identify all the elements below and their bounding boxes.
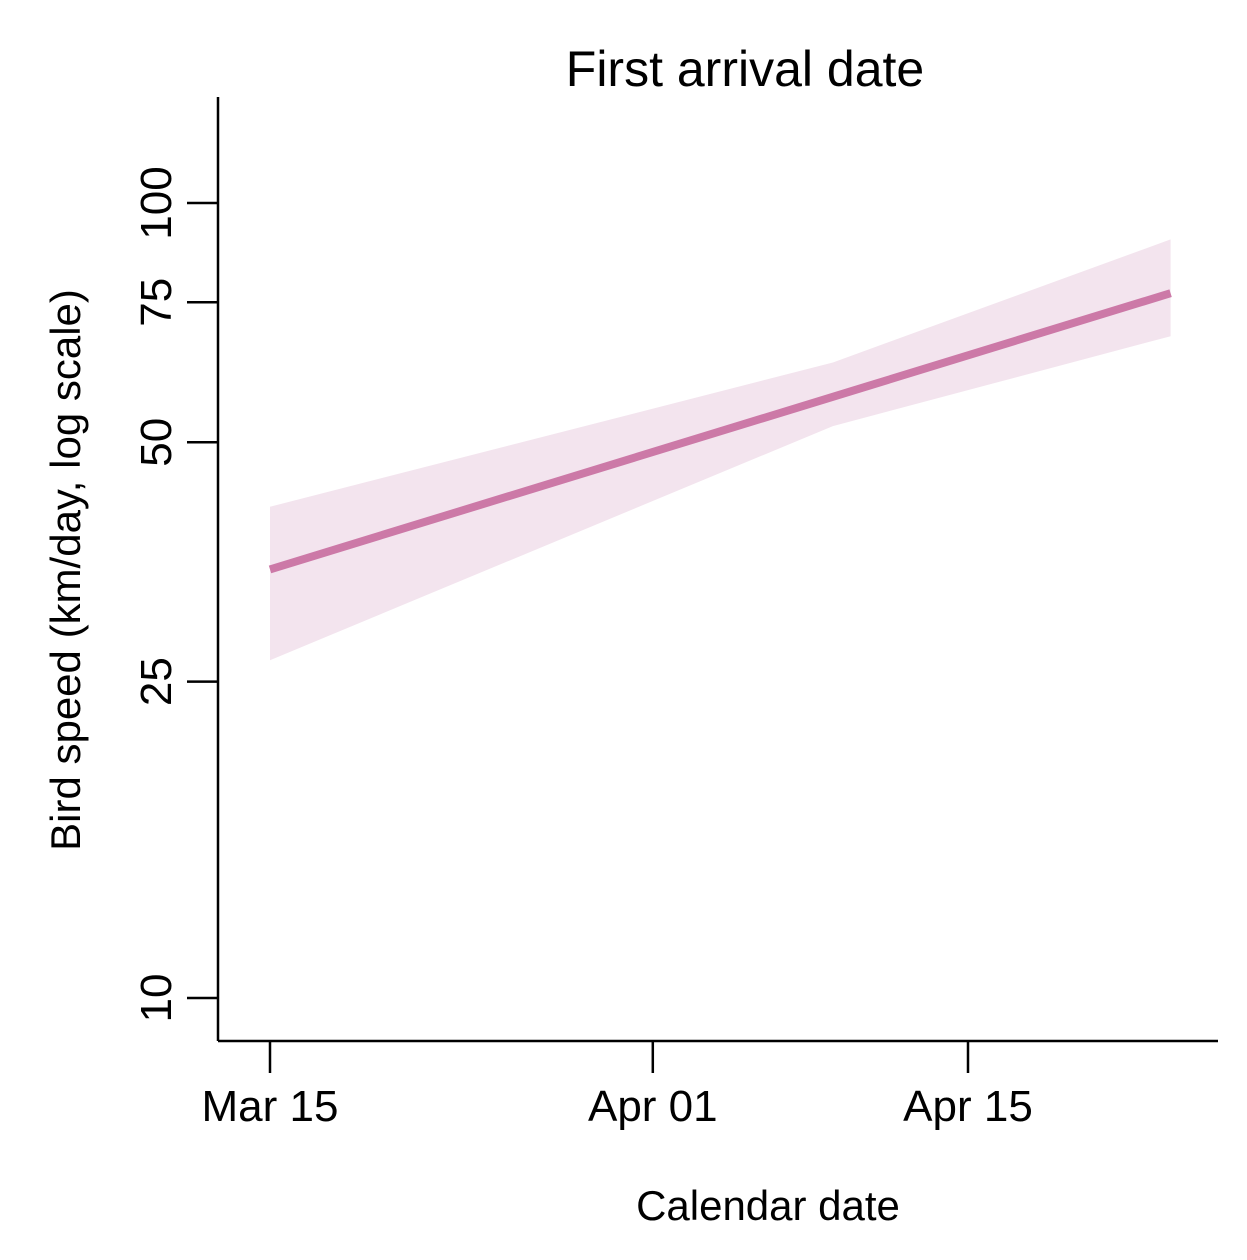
- chart-title: First arrival date: [566, 41, 924, 97]
- y-tick-label: 100: [132, 166, 181, 239]
- y-tick-label: 10: [132, 974, 181, 1023]
- y-axis-ticks: 10 25 50 75 100: [132, 166, 218, 1022]
- series-line: [268, 289, 1172, 574]
- y-tick-label: 25: [132, 657, 181, 706]
- confidence-band-layer: [270, 239, 1171, 661]
- x-axis-ticks: Mar 15 Apr 01 Apr 15: [202, 1041, 1033, 1131]
- x-tick-label: Apr 01: [588, 1082, 718, 1131]
- y-tick-label: 50: [132, 418, 181, 467]
- confidence-band: [270, 239, 1171, 661]
- x-tick-label: Mar 15: [202, 1082, 339, 1131]
- x-axis-title: Calendar date: [636, 1182, 900, 1229]
- series-line-layer: [268, 289, 1172, 574]
- x-tick-label: Apr 15: [903, 1082, 1033, 1131]
- y-tick-label: 75: [132, 278, 181, 327]
- y-axis-title: Bird speed (km/day, log scale): [42, 289, 89, 851]
